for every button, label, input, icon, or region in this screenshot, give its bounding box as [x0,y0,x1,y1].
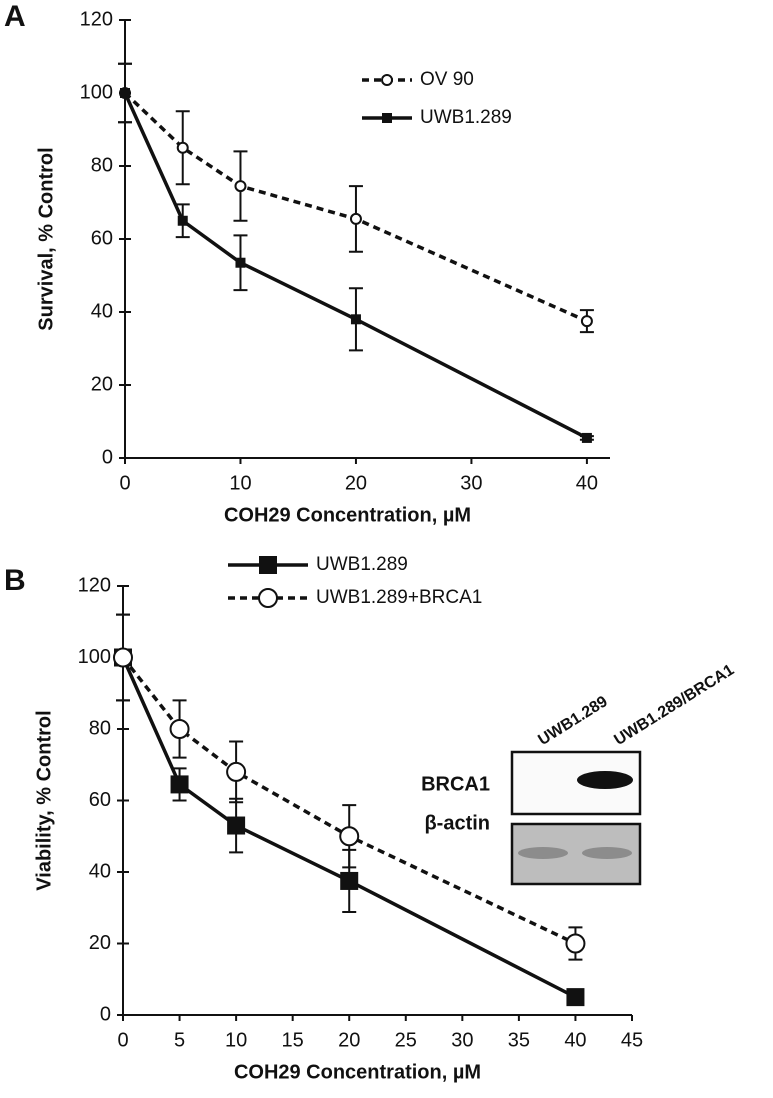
series-line [123,92,588,440]
marker [340,871,359,890]
y-tick-label: 80 [89,717,111,739]
x-tick-label: 25 [395,1029,417,1051]
x-axis-title: COH29 Concentration, µM [224,504,471,526]
y-tick-label: 60 [91,227,113,249]
marker [176,141,189,154]
y-tick-label: 0 [100,1003,111,1025]
blot-row-label: β-actin [424,812,490,834]
panel-label: A [4,0,26,33]
y-axis-title: Survival, % Control [35,147,57,330]
y-tick-label: 40 [89,860,111,882]
x-tick-label: 20 [345,472,367,494]
lane-label: UWB1.289/BRCA1 [611,661,737,749]
legend-label: UWB1.289 [420,107,512,128]
marker [349,212,362,225]
marker [113,647,133,668]
y-tick-label: 80 [91,154,113,176]
marker [234,180,247,193]
y-tick-label: 120 [78,574,111,596]
legend-label: UWB1.289 [316,554,408,575]
x-tick-label: 15 [282,1029,304,1051]
marker [120,88,130,98]
lane-label: UWB1.289 [535,693,610,749]
y-axis-title: Viability, % Control [33,710,55,890]
blot-band [518,847,568,859]
x-tick-label: 45 [621,1029,643,1051]
marker [339,826,360,847]
x-tick-label: 30 [460,472,482,494]
legend-marker [381,74,393,86]
marker [169,719,190,739]
x-tick-label: 35 [508,1029,530,1051]
y-tick-label: 20 [89,932,111,954]
x-axis-title: COH29 Concentration, µM [234,1061,481,1083]
x-tick-label: 40 [576,472,598,494]
x-tick-label: 30 [451,1029,473,1051]
marker [235,257,246,268]
marker [177,215,188,226]
x-tick-label: 10 [229,472,251,494]
marker [170,775,189,794]
y-tick-label: 120 [80,8,113,30]
y-tick-label: 20 [91,373,113,395]
y-tick-label: 100 [78,646,111,668]
x-tick-label: 40 [564,1029,586,1051]
blot-band [582,847,632,859]
panel-label: B [4,564,26,597]
x-tick-label: 0 [117,1029,128,1051]
y-tick-label: 60 [89,789,111,811]
chart: B 0 20 40 60 80 100 120 0 5 10 15 20 25 30 35 40 45 COH29 … [4,554,643,1083]
y-tick-label: 100 [80,81,113,103]
x-tick-label: 5 [174,1029,185,1051]
blot-band [577,771,633,789]
marker [565,933,586,954]
blot-inset: UWB1.289 UWB1.289/BRCA1 BRCA1 β-actin [421,661,737,886]
legend-marker [382,113,392,123]
chart: A 0 20 40 60 80 100 120 0 10 20 30 40 COH29 Concentra… [4,0,610,526]
legend-label: OV 90 [420,69,474,90]
marker [580,315,593,328]
legend-marker [259,556,277,574]
y-tick-label: 0 [102,446,113,468]
y-tick-label: 40 [91,300,113,322]
x-tick-label: 0 [119,472,130,494]
x-tick-label: 20 [338,1029,360,1051]
marker [226,761,247,782]
marker [566,988,585,1007]
marker [581,432,592,443]
legend-label: UWB1.289+BRCA1 [316,587,482,608]
legend-marker [258,588,278,608]
marker [227,816,246,835]
x-tick-label: 10 [225,1029,247,1051]
blot-row-label: BRCA1 [421,773,490,795]
marker [350,314,361,325]
